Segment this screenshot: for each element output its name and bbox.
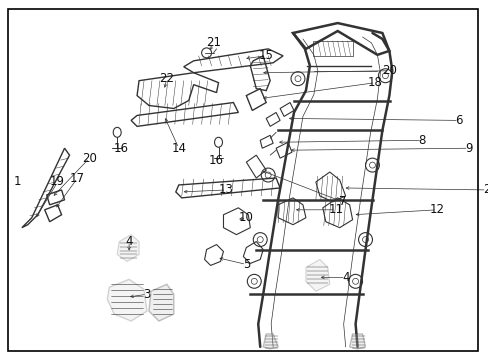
Text: 6: 6 (454, 114, 462, 127)
Text: 17: 17 (70, 171, 85, 185)
Text: 4: 4 (125, 235, 133, 248)
Text: 18: 18 (367, 76, 382, 89)
Polygon shape (117, 235, 139, 261)
Text: 10: 10 (239, 211, 253, 224)
Text: 16: 16 (208, 154, 224, 167)
Text: 9: 9 (464, 142, 471, 155)
Text: 20: 20 (381, 64, 396, 77)
Text: 20: 20 (82, 152, 97, 165)
Text: 5: 5 (242, 258, 249, 271)
Text: 13: 13 (219, 184, 233, 197)
Text: 15: 15 (258, 49, 273, 62)
Text: 21: 21 (205, 36, 221, 49)
Text: 7: 7 (338, 195, 346, 208)
Text: 8: 8 (418, 134, 425, 147)
Text: 11: 11 (327, 203, 343, 216)
Polygon shape (349, 334, 365, 349)
Text: 12: 12 (428, 203, 444, 216)
Text: 2: 2 (482, 184, 488, 197)
Text: 16: 16 (113, 142, 128, 155)
Polygon shape (305, 260, 329, 291)
Text: 22: 22 (159, 72, 174, 85)
Polygon shape (107, 279, 147, 321)
Polygon shape (263, 334, 278, 349)
Polygon shape (149, 284, 173, 321)
Text: 14: 14 (171, 142, 186, 155)
Text: 3: 3 (143, 288, 150, 301)
Text: 19: 19 (50, 175, 65, 189)
Text: 4: 4 (341, 271, 349, 284)
Text: 1: 1 (14, 175, 21, 189)
